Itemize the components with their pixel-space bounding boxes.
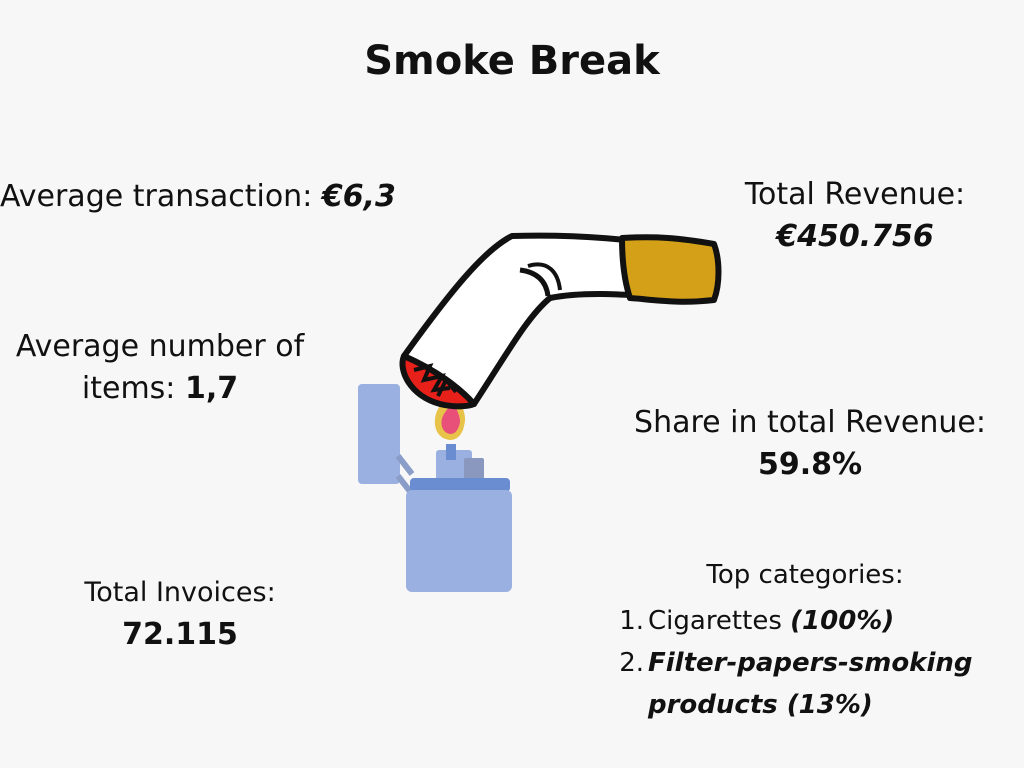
avg-transaction-value: €6,3	[321, 179, 396, 214]
avg-items-value: 1,7	[184, 371, 239, 406]
list-item: 1. Cigarettes (100%)	[610, 600, 1010, 642]
avg-items-label-line1: Average number of	[15, 329, 305, 364]
total-invoices-stat: Total Invoices: 72.115	[40, 572, 320, 656]
category-name-line1: Filter-papers-smoking	[648, 648, 973, 678]
share-revenue-label: Share in total Revenue:	[634, 405, 986, 440]
category-share: (100%)	[790, 606, 895, 636]
total-revenue-label: Total Revenue:	[744, 177, 966, 212]
category-name: Cigarettes	[648, 606, 782, 636]
list-item: 2. Filter-papers-smoking products (13%)	[610, 642, 1010, 726]
lighter-hinge	[395, 454, 415, 476]
share-revenue-value: 59.8%	[757, 447, 863, 482]
total-revenue-stat: Total Revenue: €450.756	[700, 174, 1010, 258]
list-item-number: 2.	[619, 648, 644, 678]
avg-items-stat: Average number of items: 1,7	[0, 326, 320, 410]
top-categories-label: Top categories:	[706, 560, 904, 590]
flame-inner	[441, 402, 461, 434]
lighter-top-plate	[410, 478, 510, 492]
total-invoices-value: 72.115	[122, 617, 238, 652]
avg-items-label-line2: items:	[81, 371, 176, 406]
share-revenue-stat: Share in total Revenue: 59.8%	[600, 402, 1020, 486]
total-invoices-label: Total Invoices:	[84, 577, 276, 608]
avg-transaction-stat: Average transaction: €6,3	[0, 176, 405, 218]
cigarette-filter	[619, 234, 722, 305]
lighter-wick	[446, 444, 456, 460]
page-title: Smoke Break	[364, 38, 660, 84]
lighter-lid	[358, 384, 400, 484]
lighter-chimney	[436, 450, 472, 480]
top-categories-list: 1. Cigarettes (100%) 2. Filter-papers-sm…	[610, 600, 1010, 726]
total-revenue-value: €450.756	[776, 219, 934, 254]
avg-transaction-label: Average transaction:	[0, 179, 313, 214]
lighter-body	[406, 490, 512, 592]
cigarette-lighter-icon	[358, 232, 722, 592]
list-item-number: 1.	[619, 606, 644, 636]
category-name-line2: products (13%)	[648, 690, 873, 720]
